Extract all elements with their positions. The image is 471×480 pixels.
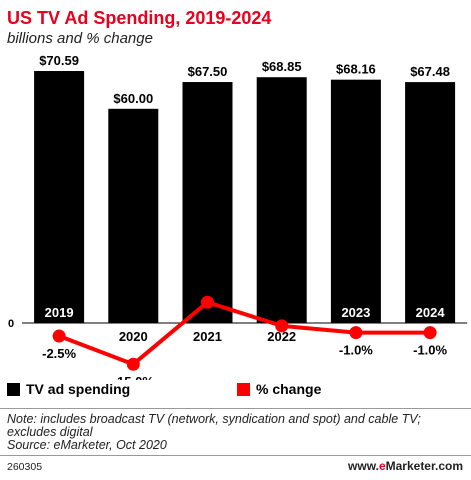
category-label-2020: 2020 (119, 329, 148, 344)
change-point-2021 (201, 295, 214, 309)
note-text: Note: includes broadcast TV (network, sy… (7, 412, 421, 439)
chart-area: 0 $70.59 $60.00 $67.50 $68.85 $68.16 $67.48 -2.… (8, 53, 468, 380)
brand-mark: e (378, 459, 386, 473)
legend-swatch-spending (7, 383, 20, 396)
divider-top (0, 408, 471, 409)
bar-2020 (108, 108, 159, 323)
category-label-2021: 2021 (193, 329, 222, 344)
change-point-2019 (52, 329, 66, 343)
zero-label: 0 (8, 318, 14, 330)
change-label-2023: -1.0% (339, 343, 373, 358)
bar-2022 (256, 77, 307, 324)
legend-label-change: % change (256, 381, 322, 397)
bar-label-2023: $68.16 (336, 62, 376, 77)
category-label-2024: 2024 (416, 305, 446, 320)
bar-2019 (34, 71, 85, 323)
bar-2023 (330, 79, 381, 323)
brand-suffix: Marketer.com (385, 459, 463, 473)
chart-id: 260305 (7, 461, 43, 473)
change-label-2024: -1.0% (413, 343, 447, 358)
change-point-2020 (126, 357, 140, 371)
legend-item-change: % change (237, 381, 321, 397)
change-point-2022 (275, 319, 289, 333)
bar-2024 (405, 82, 456, 324)
legend-swatch-change (237, 383, 250, 396)
bar-label-2021: $67.50 (188, 64, 228, 79)
change-label-2021: 12.5% (189, 277, 226, 292)
category-label-2022: 2022 (267, 329, 296, 344)
change-point-2024 (423, 326, 437, 340)
change-label-2019: -2.5% (42, 346, 76, 361)
chart-subtitle: billions and % change (7, 30, 153, 47)
bar-label-2019: $70.59 (39, 53, 79, 68)
source-text: Source: eMarketer, Oct 2020 (7, 438, 167, 452)
brand-prefix: www. (348, 459, 379, 473)
brand-logo: www.eMarketer.com (348, 459, 463, 473)
footnote: Note: includes broadcast TV (network, sy… (7, 413, 463, 452)
bar-label-2020: $60.00 (113, 91, 153, 106)
bar-2021 (182, 82, 233, 323)
change-line (58, 300, 431, 367)
category-label-2023: 2023 (341, 305, 370, 320)
category-label-2019: 2019 (45, 305, 74, 320)
change-point-2023 (349, 326, 363, 340)
legend-label-spending: TV ad spending (26, 381, 131, 397)
bar-label-2024: $67.48 (410, 64, 450, 79)
bar-label-2022: $68.85 (262, 59, 302, 74)
change-label-2022: 2.0% (267, 301, 297, 316)
legend-item-spending: TV ad spending (7, 381, 130, 397)
chart-title: US TV Ad Spending, 2019-2024 (7, 8, 272, 28)
change-label-2020: -15.0% (113, 374, 155, 380)
divider-bottom (0, 455, 471, 456)
